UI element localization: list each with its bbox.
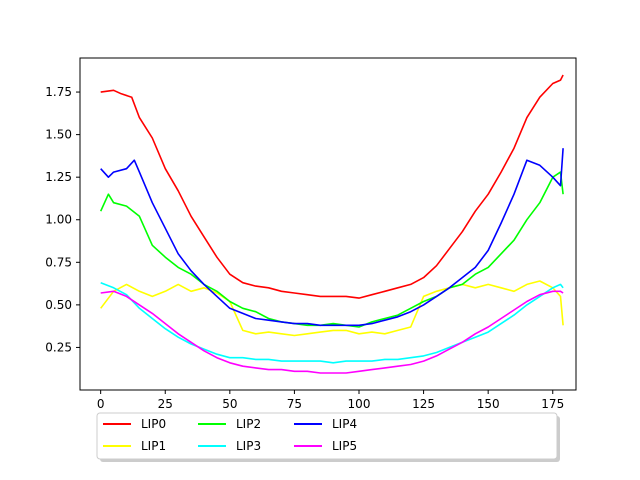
- x-tick-label: 175: [541, 397, 564, 411]
- x-tick-label: 100: [348, 397, 371, 411]
- legend-items: LIP0 LIP1 LIP2 LIP3 LIP4 LIP5: [103, 417, 357, 453]
- series-line-lip2: [99, 171, 564, 328]
- x-tick-label: 0: [97, 397, 105, 411]
- legend-label-lip3: LIP3: [236, 439, 261, 453]
- y-tick-label: 1.00: [45, 213, 72, 227]
- series-line-lip3: [100, 281, 564, 364]
- legend-label-lip4: LIP4: [332, 417, 357, 431]
- series-line-lip0: [100, 74, 564, 299]
- y-tick-label: 0.50: [45, 298, 72, 312]
- series-line-lip4: [100, 148, 564, 327]
- legend-label-lip0: LIP0: [141, 417, 166, 431]
- x-tick-label: 125: [412, 397, 435, 411]
- legend-label-lip1: LIP1: [141, 439, 166, 453]
- y-axis: 0.25 0.50 0.75 1.00 1.25 1.50 1.75: [45, 85, 80, 354]
- plot-lines: [99, 74, 564, 374]
- x-tick-label: 25: [158, 397, 173, 411]
- series-line-lip1: [100, 280, 564, 337]
- x-axis: 0 25 50 75 100 125 150 175: [97, 390, 564, 411]
- x-tick-label: 50: [222, 397, 237, 411]
- plot-frame: [79, 57, 577, 391]
- y-tick-label: 1.50: [45, 128, 72, 142]
- x-tick-label: 150: [477, 397, 500, 411]
- legend-label-lip5: LIP5: [332, 439, 357, 453]
- x-tick-label: 75: [287, 397, 302, 411]
- y-tick-label: 1.25: [45, 170, 72, 184]
- y-tick-label: 1.75: [45, 85, 72, 99]
- legend: LIP0 LIP1 LIP2 LIP3 LIP4 LIP5: [96, 412, 560, 462]
- y-tick-label: 0.25: [45, 340, 72, 354]
- legend-label-lip2: LIP2: [236, 417, 261, 431]
- series-line-lip5: [100, 290, 564, 374]
- y-tick-label: 0.75: [45, 255, 72, 269]
